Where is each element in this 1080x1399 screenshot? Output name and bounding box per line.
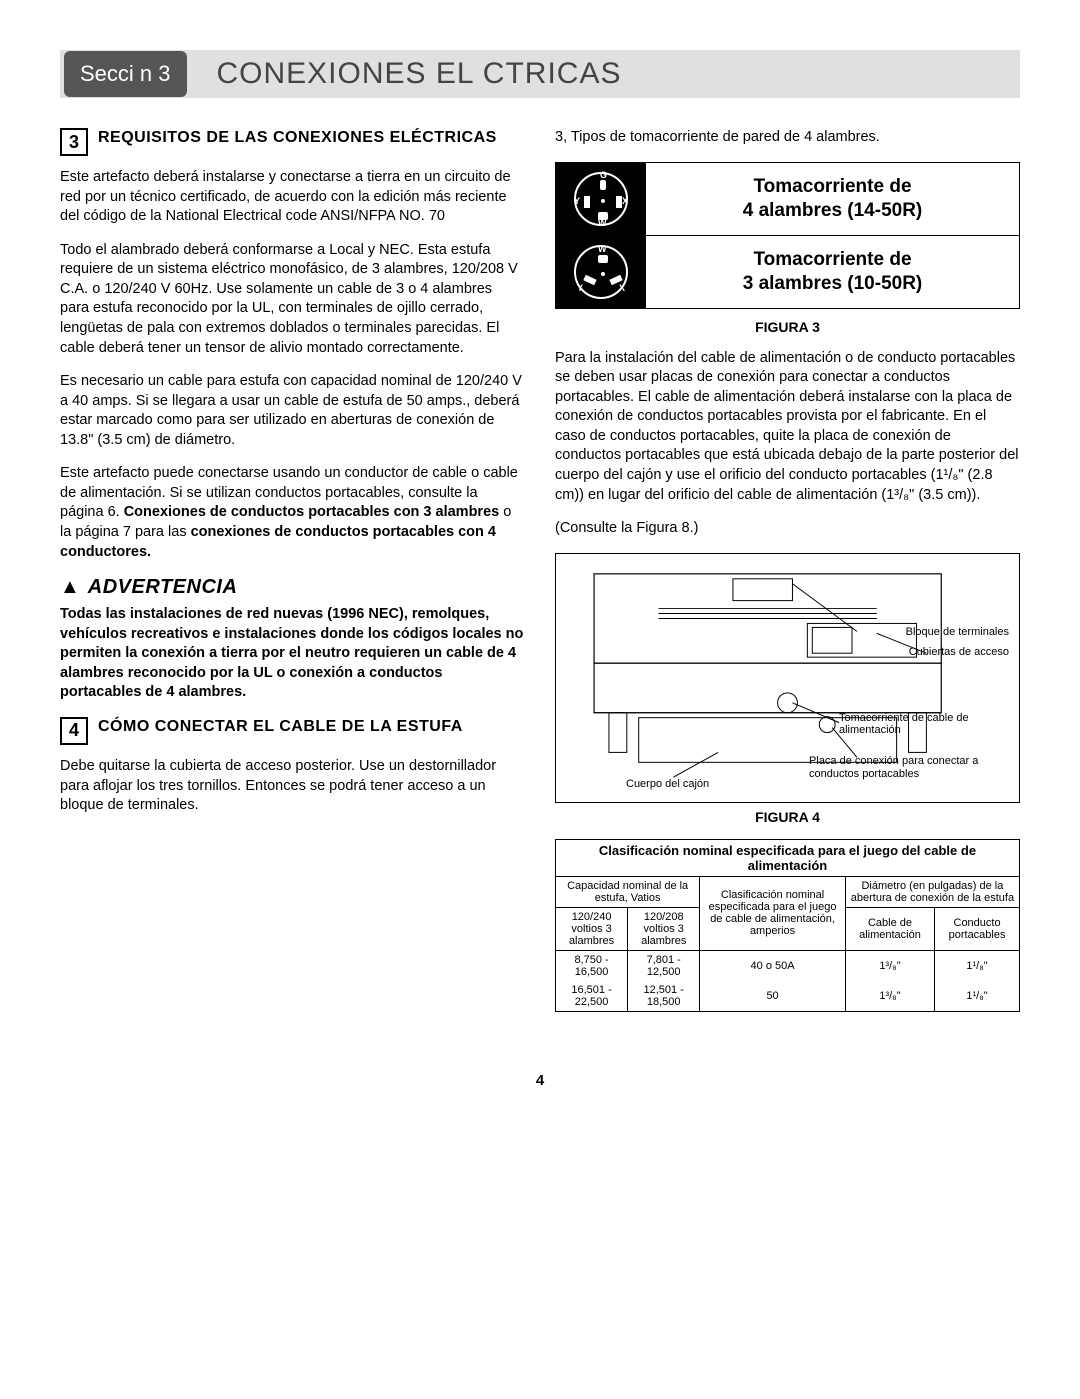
r2c5: 1¹/₈": [935, 981, 1020, 1012]
th-cable: Cable de alimentación: [845, 907, 934, 950]
r1c3: 40 o 50A: [700, 950, 846, 981]
r1c1: 8,750 - 16,500: [556, 950, 628, 981]
subhead-3-title: REQUISITOS DE LAS CONEXIONES ELÉCTRICAS: [98, 128, 497, 148]
outlet-types-note: 3, Tipos de tomacorriente de pared de 4 …: [555, 128, 1020, 148]
outlet-3wire-l2: 3 alambres (10-50R): [743, 273, 923, 294]
label-cuerpo: Cuerpo del cajón: [626, 778, 709, 790]
para-3: Es necesario un cable para estufa con ca…: [60, 372, 525, 450]
para-5: Debe quitarse la cubierta de acceso post…: [60, 757, 525, 816]
para-install: Para la instalación del cable de aliment…: [555, 349, 1020, 506]
left-column: 3 REQUISITOS DE LAS CONEXIONES ELÉCTRICA…: [60, 128, 525, 1012]
para-4: Este artefacto puede conectarse usando u…: [60, 464, 525, 562]
th-conduit: Conducto portacables: [935, 907, 1020, 950]
r1c5: 1¹/₈": [935, 950, 1020, 981]
para-2: Todo el alambrado deberá conformarse a L…: [60, 241, 525, 358]
para-consult: (Consulte la Figura 8.): [555, 519, 1020, 539]
warning-body: Todas las instalaciones de red nuevas (1…: [60, 605, 525, 703]
outlet-row-4wire: G Y X W Tomacorriente de 4 alambres (14-…: [556, 163, 1019, 236]
outlet-3wire-l1: Tomacorriente de: [753, 249, 911, 270]
outlet-4wire-l2: 4 alambres (14-50R): [743, 200, 923, 221]
content-columns: 3 REQUISITOS DE LAS CONEXIONES ELÉCTRICA…: [60, 128, 1020, 1012]
outlet-box: G Y X W Tomacorriente de 4 alambres (14-…: [555, 162, 1020, 309]
right-column: 3, Tipos de tomacorriente de pared de 4 …: [555, 128, 1020, 1012]
section-tab: Secci n 3: [64, 51, 187, 97]
th-capacity: Capacidad nominal de la estufa, Vatios: [556, 876, 700, 907]
outlet-3wire-icon: W Y X: [556, 236, 646, 308]
outlet-4wire-l1: Tomacorriente de: [753, 176, 911, 197]
th-diameter: Diámetro (en pulgadas) de la abertura de…: [845, 876, 1019, 907]
th-208v: 120/208 voltios 3 alambres: [628, 907, 700, 950]
figure-4-caption: FIGURA 4: [555, 809, 1020, 825]
subhead-4-title: CÓMO CONECTAR EL CABLE DE LA ESTUFA: [98, 717, 463, 737]
para-4b: Conexiones de conductos portacables con …: [124, 504, 500, 520]
figure-3-caption: FIGURA 3: [555, 319, 1020, 335]
header-bar: Secci n 3 CONEXIONES EL CTRICAS: [60, 50, 1020, 98]
th-classification: Clasificación nominal especificada para …: [700, 876, 846, 950]
page-title: CONEXIONES EL CTRICAS: [217, 57, 622, 91]
label-cubiertas: Cubiertas de acceso: [909, 646, 1009, 658]
label-placa: Placa de conexión para conectar a conduc…: [809, 755, 1009, 779]
rating-table: Clasificación nominal especificada para …: [555, 839, 1020, 1012]
r2c4: 1³/₈": [845, 981, 934, 1012]
step-number-3: 3: [60, 128, 88, 156]
label-toma: Tomacorriente de cable de alimentación: [839, 712, 1009, 736]
figure-4-diagram: Bloque de terminales Cubiertas de acceso…: [555, 553, 1020, 803]
r1c2: 7,801 - 12,500: [628, 950, 700, 981]
r2c3: 50: [700, 981, 846, 1012]
subhead-4: 4 CÓMO CONECTAR EL CABLE DE LA ESTUFA: [60, 717, 525, 745]
step-number-4: 4: [60, 717, 88, 745]
page-number: 4: [60, 1072, 1020, 1089]
outlet-row-3wire: W Y X Tomacorriente de 3 alambres (10-50…: [556, 236, 1019, 308]
warning-title: ADVERTENCIA: [88, 576, 238, 599]
warning-heading: ▲ ADVERTENCIA: [60, 576, 525, 599]
para-1: Este artefacto deberá instalarse y conec…: [60, 168, 525, 227]
outlet-3wire-label: Tomacorriente de 3 alambres (10-50R): [646, 242, 1019, 302]
r2c2: 12,501 - 18,500: [628, 981, 700, 1012]
r2c1: 16,501 - 22,500: [556, 981, 628, 1012]
rating-title: Clasificación nominal especificada para …: [556, 839, 1020, 876]
warning-icon: ▲: [60, 576, 80, 599]
subhead-3: 3 REQUISITOS DE LAS CONEXIONES ELÉCTRICA…: [60, 128, 525, 156]
label-bloque: Bloque de terminales: [906, 626, 1009, 638]
th-240v: 120/240 voltios 3 alambres: [556, 907, 628, 950]
outlet-4wire-label: Tomacorriente de 4 alambres (14-50R): [646, 169, 1019, 229]
r1c4: 1³/₈": [845, 950, 934, 981]
outlet-4wire-icon: G Y X W: [556, 163, 646, 235]
